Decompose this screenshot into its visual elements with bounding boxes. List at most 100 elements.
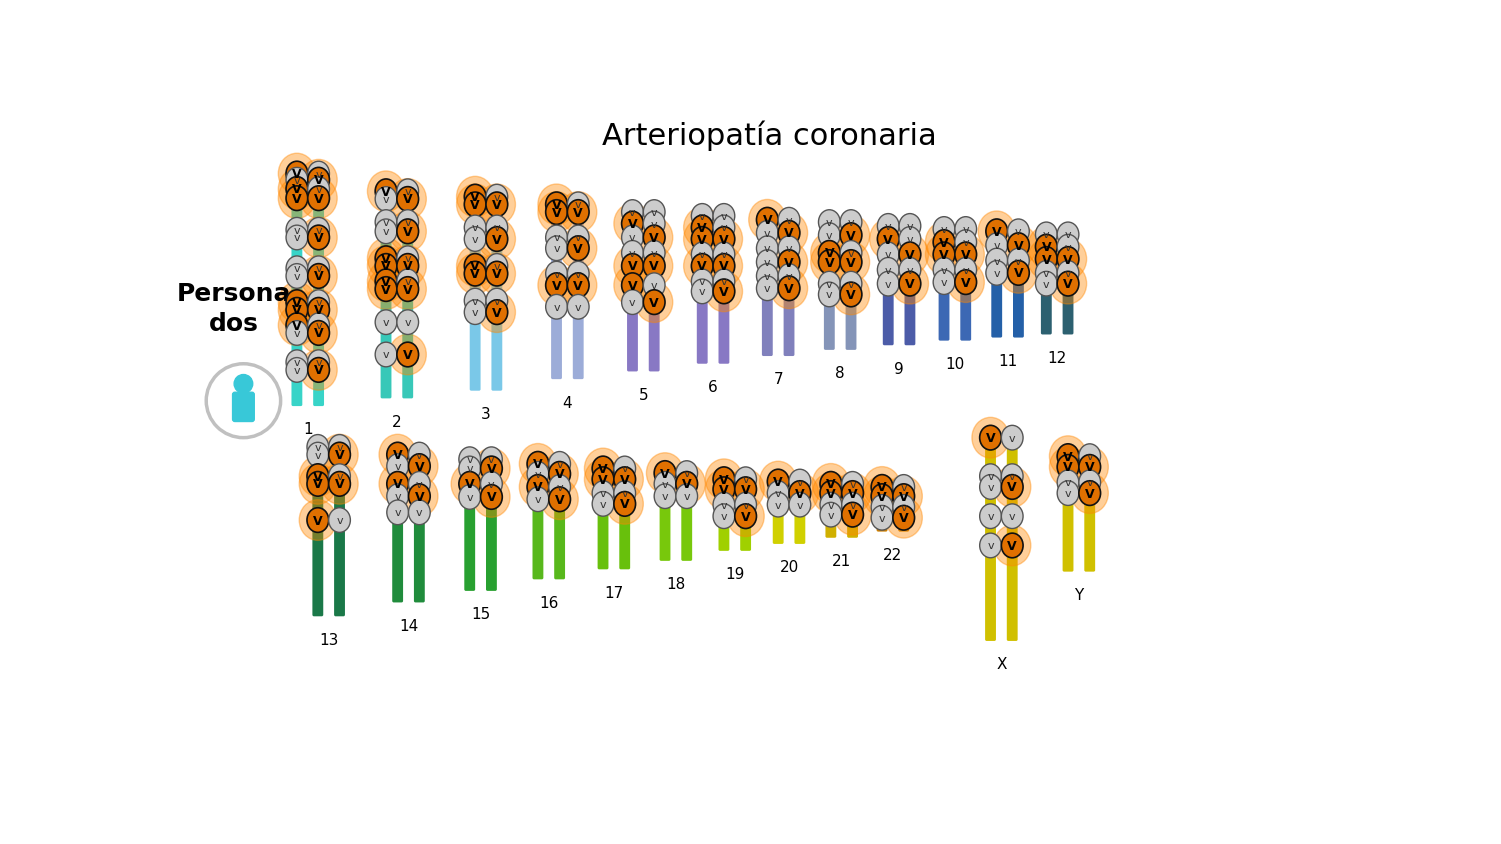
Text: V: V [314, 327, 323, 340]
Ellipse shape [464, 192, 486, 218]
Ellipse shape [1028, 227, 1064, 268]
Text: v: v [683, 491, 690, 501]
Text: v: v [720, 500, 728, 510]
Text: v: v [315, 321, 321, 331]
Text: V: V [784, 283, 794, 295]
Text: v: v [404, 187, 411, 197]
Ellipse shape [329, 472, 350, 496]
Ellipse shape [396, 187, 419, 212]
Text: v: v [471, 223, 479, 233]
Text: V: V [660, 467, 669, 480]
Text: v: v [294, 365, 300, 376]
Ellipse shape [308, 298, 329, 322]
Text: v: v [764, 229, 770, 239]
Text: V: V [293, 304, 302, 317]
Text: V: V [470, 198, 480, 212]
Ellipse shape [278, 290, 315, 331]
Text: v: v [1043, 230, 1049, 240]
Ellipse shape [299, 457, 336, 497]
Text: V: V [986, 431, 995, 445]
Text: v: v [720, 212, 728, 222]
Ellipse shape [842, 503, 863, 528]
Text: V: V [719, 260, 729, 273]
Circle shape [206, 365, 281, 438]
Text: 14: 14 [399, 618, 419, 633]
Ellipse shape [947, 235, 985, 275]
Ellipse shape [899, 272, 920, 296]
Ellipse shape [778, 236, 800, 262]
Text: V: V [314, 478, 323, 490]
Ellipse shape [878, 243, 899, 268]
Ellipse shape [375, 180, 396, 204]
Ellipse shape [1049, 240, 1087, 280]
Text: V: V [486, 491, 497, 504]
Text: v: v [534, 469, 542, 479]
FancyBboxPatch shape [991, 227, 1003, 338]
Ellipse shape [812, 473, 850, 514]
Ellipse shape [869, 219, 907, 260]
Text: v: v [416, 450, 423, 460]
Ellipse shape [300, 350, 338, 391]
Text: v: v [651, 208, 657, 218]
Text: v: v [827, 500, 835, 510]
FancyBboxPatch shape [659, 469, 671, 561]
Text: v: v [575, 233, 581, 243]
Ellipse shape [899, 258, 920, 283]
Ellipse shape [389, 335, 426, 376]
Text: v: v [764, 257, 770, 268]
Ellipse shape [1036, 247, 1057, 272]
Text: v: v [557, 483, 563, 492]
Ellipse shape [726, 469, 764, 510]
Ellipse shape [464, 216, 486, 241]
FancyBboxPatch shape [620, 464, 630, 570]
Text: V: V [573, 206, 582, 219]
Circle shape [234, 375, 252, 393]
Text: V: V [465, 478, 474, 490]
Text: V: V [314, 232, 323, 245]
Ellipse shape [1072, 447, 1108, 488]
Ellipse shape [841, 224, 862, 248]
Text: 6: 6 [708, 380, 717, 395]
Ellipse shape [1057, 444, 1079, 469]
Text: V: V [1007, 481, 1018, 494]
FancyBboxPatch shape [719, 475, 729, 551]
FancyBboxPatch shape [883, 221, 893, 346]
Ellipse shape [479, 254, 515, 295]
Ellipse shape [886, 476, 922, 517]
Text: V: V [899, 490, 908, 503]
Ellipse shape [713, 493, 735, 517]
Text: v: v [1064, 268, 1072, 279]
Ellipse shape [486, 216, 507, 241]
Ellipse shape [396, 246, 419, 271]
Text: V: V [940, 236, 949, 249]
Ellipse shape [955, 218, 977, 242]
Ellipse shape [892, 235, 929, 275]
Ellipse shape [375, 343, 396, 367]
Text: v: v [471, 235, 479, 245]
Ellipse shape [287, 350, 308, 375]
Ellipse shape [955, 258, 977, 283]
Ellipse shape [893, 506, 914, 530]
Ellipse shape [308, 162, 329, 187]
Ellipse shape [683, 208, 720, 248]
Ellipse shape [546, 295, 567, 320]
Text: v: v [901, 483, 907, 492]
FancyBboxPatch shape [291, 169, 302, 407]
Ellipse shape [811, 242, 848, 283]
Text: v: v [575, 269, 581, 279]
Ellipse shape [1057, 272, 1079, 296]
Ellipse shape [300, 313, 338, 354]
Ellipse shape [486, 227, 507, 252]
Ellipse shape [1079, 481, 1100, 506]
Ellipse shape [841, 272, 862, 296]
Text: V: V [1042, 241, 1051, 254]
Ellipse shape [705, 469, 743, 510]
FancyBboxPatch shape [381, 184, 392, 399]
Ellipse shape [705, 459, 743, 500]
Text: v: v [1015, 227, 1022, 237]
Text: v: v [651, 281, 657, 291]
Ellipse shape [818, 224, 841, 248]
Ellipse shape [308, 322, 329, 346]
Text: V: V [650, 260, 659, 273]
Ellipse shape [778, 208, 800, 233]
